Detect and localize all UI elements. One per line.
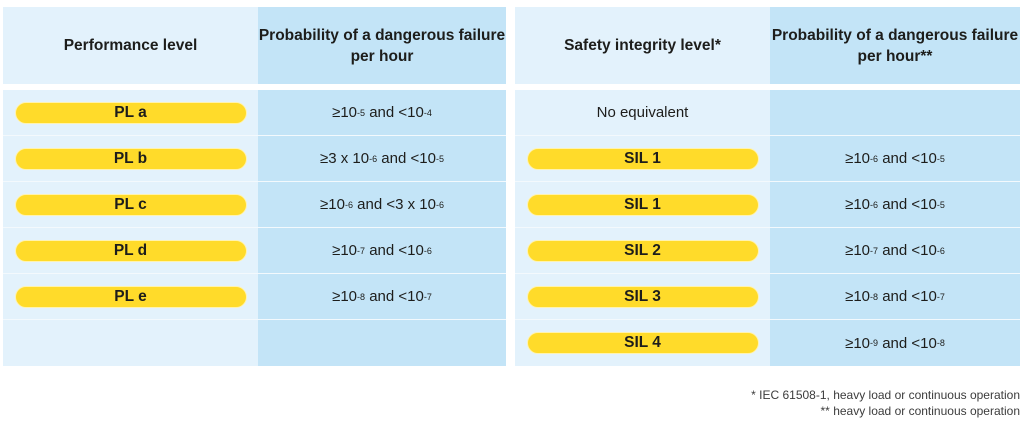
level-cell: SIL 2 [515, 228, 770, 273]
probability-mid: and <10 [878, 242, 937, 259]
probability-mid: and <10 [365, 288, 424, 305]
level-cell: PL b [3, 136, 258, 181]
level-cell: No equivalent [515, 90, 770, 135]
probability-lo: ≥10 [320, 196, 345, 213]
probability-mid: and <3 x 10 [352, 196, 436, 213]
probability-lo: ≥10 [845, 150, 871, 167]
probability-cell: ≥10 -6 and <10 -5 [770, 182, 1020, 227]
level-cell: SIL 4 [515, 320, 770, 366]
table-row: PL b ≥3 x 10 -6 and <10 -5 [3, 136, 506, 182]
level-text: No equivalent [596, 104, 689, 121]
safety-integrity-level-table: Safety integrity level* Probability of a… [515, 7, 1020, 366]
header-probability: Probability of a dangerous failure per h… [258, 7, 506, 84]
probability-mid: and <10 [878, 196, 937, 213]
level-badge: PL e [14, 285, 247, 308]
probability-lo: ≥10 [845, 196, 871, 213]
header-performance-level: Performance level [3, 7, 258, 84]
probability-lo: ≥10 [845, 334, 871, 352]
probability-mid: and <10 [365, 104, 424, 121]
footnote-sil: * IEC 61508-1, heavy load or continuous … [751, 388, 1020, 402]
probability-lo: ≥10 [845, 242, 871, 259]
table-body: PL a ≥10 -5 and <10 -4 PL b ≥3 x 10 -6 and <10… [3, 90, 506, 366]
table-row: PL e ≥10 -8 and <10 -7 [3, 274, 506, 320]
probability-cell: ≥10 -6 and <10 -5 [770, 136, 1020, 181]
footnotes: * IEC 61508-1, heavy load or continuous … [751, 387, 1020, 419]
probability-lo: ≥10 [332, 104, 358, 121]
footnote-probability: ** heavy load or continuous operation [820, 404, 1020, 418]
probability-cell [258, 320, 506, 366]
table-row: SIL 2 ≥10 -7 and <10 -6 [515, 228, 1020, 274]
probability-cell: ≥10 -7 and <10 -6 [770, 228, 1020, 273]
probability-cell: ≥10 -5 and <10 -4 [258, 90, 506, 135]
probability-lo: ≥10 [845, 288, 871, 305]
level-cell: PL c [3, 182, 258, 227]
table-header: Safety integrity level* Probability of a… [515, 7, 1020, 84]
level-badge: SIL 1 [526, 193, 759, 216]
level-badge: SIL 4 [526, 332, 759, 354]
performance-level-table: Performance level Probability of a dange… [3, 7, 506, 366]
probability-cell: ≥10 -8 and <10 -7 [770, 274, 1020, 319]
table-row: SIL 4 ≥10 -9 and <10 -8 [515, 320, 1020, 366]
table-row: No equivalent [515, 90, 1020, 136]
level-cell: SIL 1 [515, 136, 770, 181]
table-row: SIL 1 ≥10 -6 and <10 -5 [515, 182, 1020, 228]
table-header: Performance level Probability of a dange… [3, 7, 506, 84]
level-cell: PL d [3, 228, 258, 273]
header-probability: Probability of a dangerous failure per h… [770, 7, 1020, 84]
probability-cell: ≥10 -6 and <3 x 10 -6 [258, 182, 506, 227]
table-body: No equivalent SIL 1 ≥10 -6 and <10 -5 SIL 1 ≥1… [515, 90, 1020, 366]
level-cell: PL a [3, 90, 258, 135]
probability-lo: ≥3 x 10 [320, 150, 370, 167]
table-row [3, 320, 506, 366]
level-cell [3, 320, 258, 366]
level-badge: PL b [14, 147, 247, 170]
probability-cell [770, 90, 1020, 135]
level-badge: SIL 2 [526, 239, 759, 262]
probability-mid: and <10 [878, 334, 937, 352]
table-row: SIL 3 ≥10 -8 and <10 -7 [515, 274, 1020, 320]
probability-mid: and <10 [878, 288, 937, 305]
table-row: PL c ≥10 -6 and <3 x 10 -6 [3, 182, 506, 228]
probability-mid: and <10 [878, 150, 937, 167]
level-badge: PL d [14, 239, 247, 262]
table-row: PL d ≥10 -7 and <10 -6 [3, 228, 506, 274]
level-badge: PL c [14, 193, 247, 216]
probability-cell: ≥10 -7 and <10 -6 [258, 228, 506, 273]
level-badge: PL a [14, 101, 247, 124]
header-safety-integrity-level: Safety integrity level* [515, 7, 770, 84]
table-row: PL a ≥10 -5 and <10 -4 [3, 90, 506, 136]
probability-cell: ≥10 -8 and <10 -7 [258, 274, 506, 319]
level-cell: PL e [3, 274, 258, 319]
level-cell: SIL 3 [515, 274, 770, 319]
probability-lo: ≥10 [332, 288, 358, 305]
table-row: SIL 1 ≥10 -6 and <10 -5 [515, 136, 1020, 182]
probability-cell: ≥3 x 10 -6 and <10 -5 [258, 136, 506, 181]
probability-cell: ≥10 -9 and <10 -8 [770, 320, 1020, 366]
level-badge: SIL 1 [526, 147, 759, 170]
probability-mid: and <10 [377, 150, 436, 167]
level-badge: SIL 3 [526, 285, 759, 308]
probability-mid: and <10 [365, 242, 424, 259]
level-cell: SIL 1 [515, 182, 770, 227]
probability-lo: ≥10 [332, 242, 358, 259]
